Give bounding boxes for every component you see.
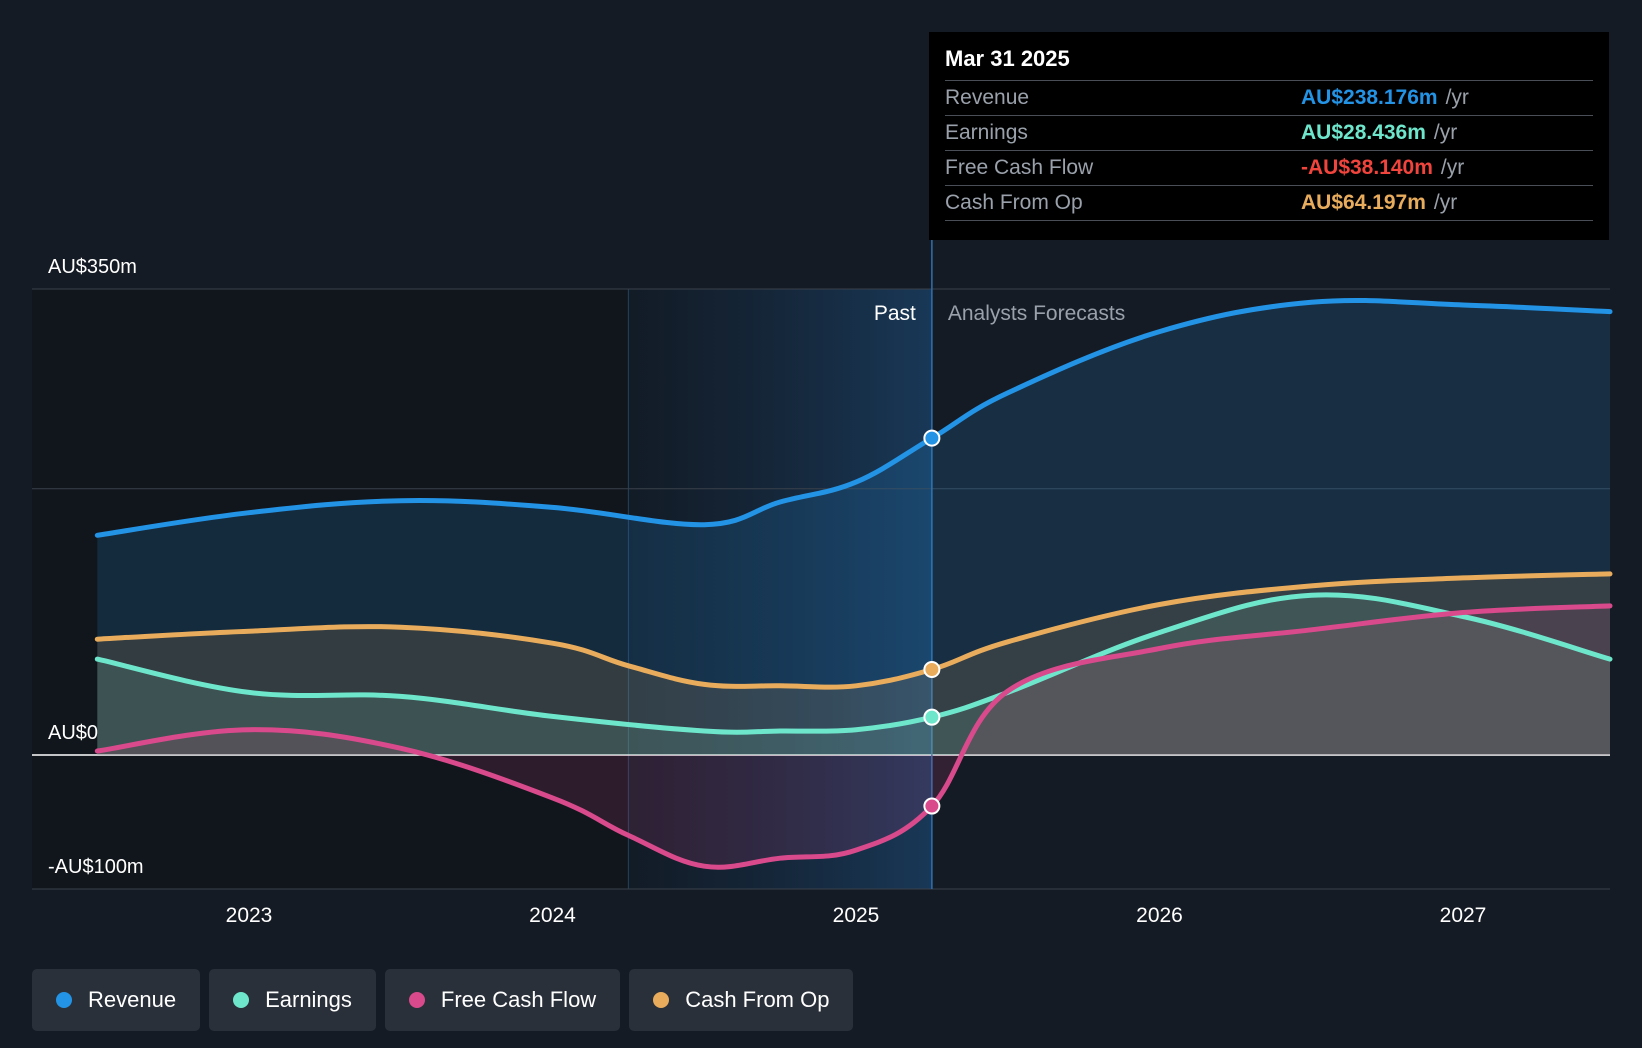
series-line-free-cash-flow (94, 603, 1613, 870)
series-area-revenue (97, 300, 1610, 755)
y-axis-label: -AU$100m (48, 856, 144, 878)
tooltip-row-value: AU$64.197m (1301, 191, 1426, 214)
series-area-cash-from-op (97, 573, 1610, 755)
x-tick-label: 2024 (529, 904, 576, 927)
legend-dot-icon (233, 992, 250, 1008)
y-axis-label: AU$350m (48, 256, 137, 278)
x-tick-label: 2025 (833, 904, 880, 927)
tooltip-row: Earnings AU$28.436m/yr (945, 115, 1593, 150)
series-line-earnings (94, 592, 1613, 735)
series-line-cash-from-op (94, 571, 1613, 690)
y-axis-label: AU$0 (48, 722, 98, 744)
marker-earnings (923, 708, 941, 726)
marker-cash-from-op (923, 661, 941, 679)
tooltip-row: Cash From Op AU$64.197m/yr (945, 185, 1593, 221)
forecast-label: Analysts Forecasts (948, 302, 1125, 325)
series-line-revenue (94, 297, 1613, 538)
tooltip-row-name: Revenue (945, 86, 1030, 109)
tooltip-row-name: Cash From Op (945, 191, 1083, 214)
legend-label: Earnings (265, 987, 352, 1012)
x-tick-label: 2027 (1440, 904, 1487, 927)
marker-revenue (923, 429, 941, 447)
past-label: Past (874, 302, 916, 325)
tooltip-row-name: Earnings (945, 121, 1028, 144)
tooltip: Mar 31 2025 Revenue AU$238.176m/yr Earning… (929, 32, 1609, 240)
legend-item-revenue[interactable]: Revenue (32, 969, 201, 1031)
tooltip-row: Revenue AU$238.176m/yr (945, 80, 1593, 115)
legend-dot-icon (408, 992, 425, 1008)
tooltip-row: Free Cash Flow -AU$38.140m/yr (945, 150, 1593, 185)
tooltip-row-unit: /yr (1433, 121, 1458, 144)
legend-label: Revenue (88, 987, 177, 1012)
series-area-free-cash-flow (97, 605, 1610, 868)
x-tick-label: 2023 (226, 904, 273, 927)
tooltip-row-unit: /yr (1445, 86, 1469, 109)
marker-free-cash-flow (923, 797, 941, 815)
legend-dot-icon (653, 992, 670, 1008)
legend-label: Free Cash Flow (440, 987, 597, 1012)
tooltip-date: Mar 31 2025 (945, 46, 1070, 71)
tooltip-row-value: AU$28.436m (1301, 121, 1426, 144)
x-tick-label: 2026 (1136, 904, 1183, 927)
tooltip-row-unit: /yr (1433, 191, 1458, 214)
legend-dot-icon (56, 992, 72, 1008)
highlight-region (628, 289, 932, 889)
series-area-earnings (97, 594, 1610, 755)
tooltip-row-unit: /yr (1440, 156, 1465, 179)
legend-item-cash-from-op[interactable]: Cash From Op (629, 969, 854, 1031)
tooltip-row-value: AU$238.176m (1301, 86, 1438, 109)
tooltip-row-value: -AU$38.140m (1301, 156, 1433, 179)
legend-item-free-cash-flow[interactable]: Free Cash Flow (384, 969, 621, 1031)
legend-label: Cash From Op (685, 987, 830, 1012)
legend: Revenue Earnings Free Cash Flow Cash From O… (32, 969, 854, 1031)
tooltip-row-name: Free Cash Flow (945, 156, 1094, 179)
legend-item-earnings[interactable]: Earnings (209, 969, 376, 1031)
